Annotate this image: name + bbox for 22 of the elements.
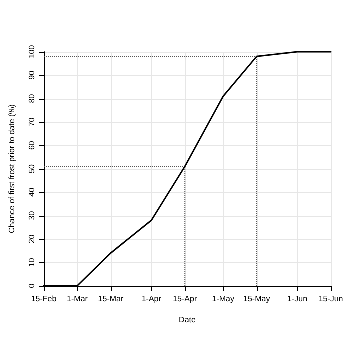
x-tick-label: 1-Jun bbox=[288, 294, 308, 304]
x-tick-label: 15-Feb bbox=[31, 294, 58, 304]
x-tick-label: 15-Jun bbox=[318, 294, 344, 304]
x-tick-label: 15-Apr bbox=[173, 294, 198, 304]
y-axis-title: Chance of first frost prior to date (%) bbox=[8, 104, 16, 234]
y-tick-label: 100 bbox=[28, 44, 36, 59]
x-tick-label: 1-May bbox=[212, 294, 234, 304]
x-axis-title: Date bbox=[179, 316, 196, 324]
y-tick-label: 10 bbox=[28, 258, 36, 268]
x-tick-label: 15-Mar bbox=[98, 294, 124, 304]
y-tick-label: 60 bbox=[28, 140, 36, 150]
y-tick-label: 30 bbox=[28, 210, 36, 220]
y-tick-label: 70 bbox=[28, 117, 36, 127]
y-tick-label: 50 bbox=[28, 164, 36, 174]
y-tick-label: 0 bbox=[28, 283, 36, 288]
x-tick-label: 1-Mar bbox=[67, 294, 88, 304]
x-tick-label: 1-Apr bbox=[142, 294, 162, 304]
y-tick-label: 90 bbox=[28, 70, 36, 80]
y-tick-label: 20 bbox=[28, 234, 36, 244]
y-tick-label: 80 bbox=[28, 94, 36, 104]
y-tick-label: 40 bbox=[28, 187, 36, 197]
x-tick-label: 15-May bbox=[244, 294, 270, 304]
